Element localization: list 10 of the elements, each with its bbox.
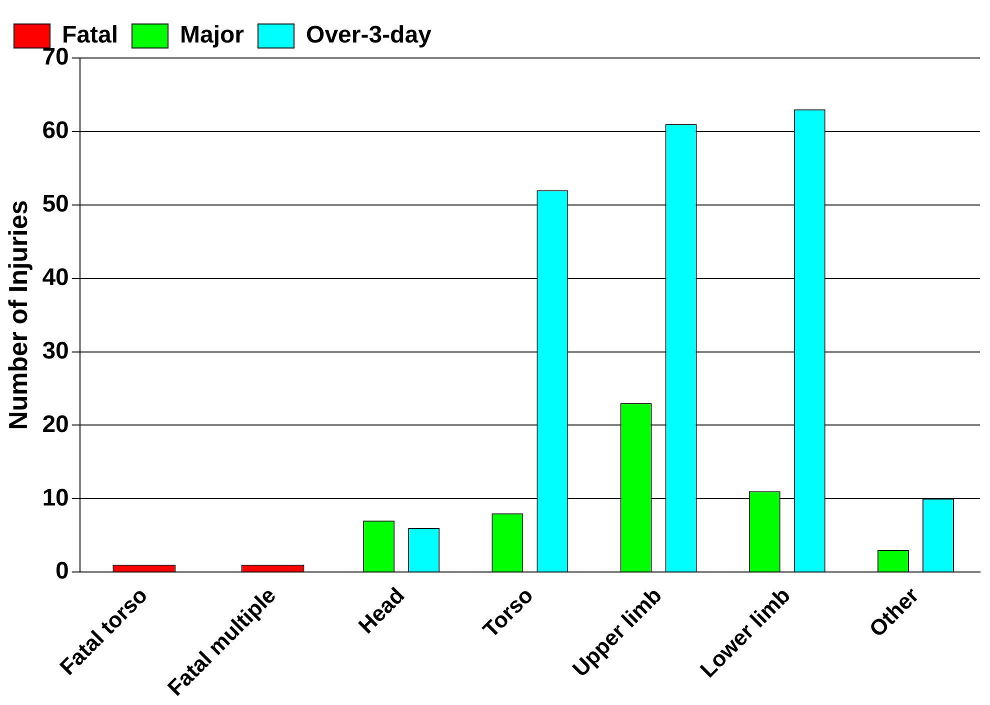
y-tick-label: 20 — [42, 410, 69, 438]
legend-label: Over-3-day — [306, 22, 432, 49]
y-tick-label: 50 — [42, 190, 69, 218]
y-tick-label: 60 — [42, 117, 69, 144]
y-tick-label: 0 — [56, 558, 69, 585]
legend-label: Major — [180, 22, 244, 49]
y-tick-label: 30 — [42, 337, 69, 364]
y-axis-title: Number of Injuries — [2, 200, 33, 430]
y-tick-label: 40 — [42, 264, 69, 291]
y-tick-label: 10 — [42, 484, 69, 512]
